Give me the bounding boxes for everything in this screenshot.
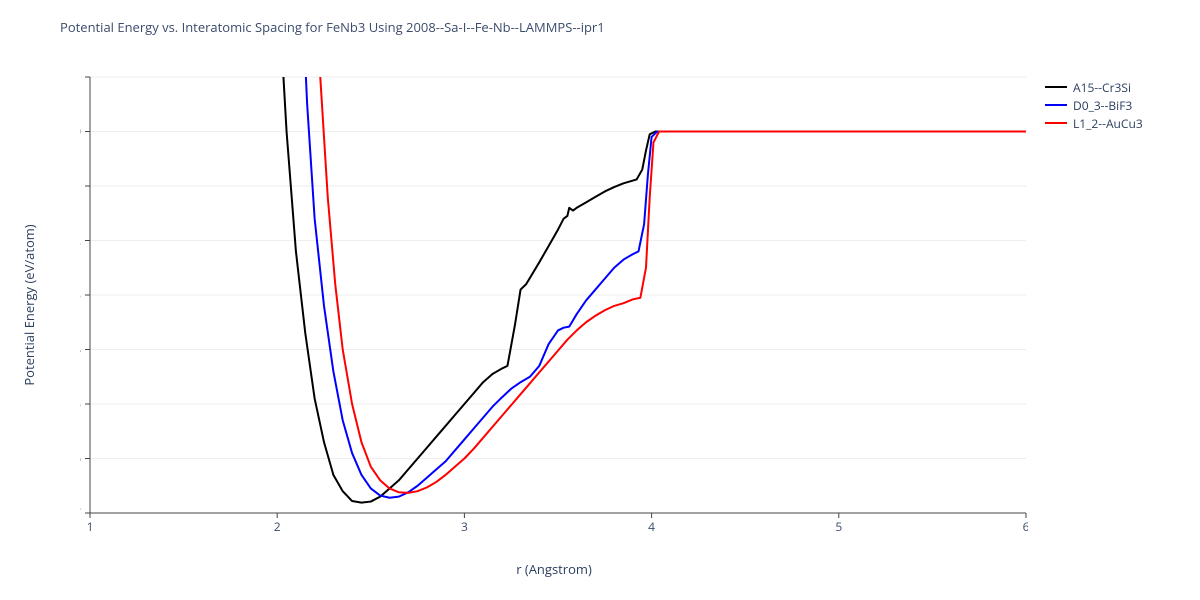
x-tick-label: 3 [461, 518, 468, 535]
legend: A15--Cr3Si D0_3--BiF3 L1_2--AuCu3 [1045, 78, 1143, 132]
series-0[interactable] [268, 75, 1026, 503]
y-tick-label: −1 [80, 177, 81, 194]
chart-root: Potential Energy vs. Interatomic Spacing… [0, 0, 1200, 600]
x-axis-label: r (Angstrom) [80, 560, 1028, 578]
x-tick-label: 4 [648, 518, 655, 535]
y-tick-label: −7 [80, 504, 81, 521]
y-tick-label: −3 [80, 286, 81, 303]
chart-title: Potential Energy vs. Interatomic Spacing… [60, 18, 605, 36]
legend-item-2[interactable]: L1_2--AuCu3 [1045, 114, 1143, 132]
chart-svg[interactable]: 1 2 3 4 5 6 −7 −6 −5 −4 −3 −2 −1 0 1 [80, 75, 1028, 535]
legend-item-1[interactable]: D0_3--BiF3 [1045, 96, 1143, 114]
plot-area: 1 2 3 4 5 6 −7 −6 −5 −4 −3 −2 −1 0 1 [80, 75, 1028, 535]
legend-label-2: L1_2--AuCu3 [1073, 115, 1143, 132]
x-tick-label: 6 [1023, 518, 1028, 535]
x-tick-label: 5 [835, 518, 842, 535]
legend-label-0: A15--Cr3Si [1073, 79, 1131, 96]
y-tick-label: 1 [80, 75, 81, 85]
legend-swatch-0 [1045, 86, 1067, 88]
x-tick-label: 1 [87, 518, 94, 535]
legend-swatch-2 [1045, 122, 1067, 124]
y-tick-label: −2 [80, 232, 81, 249]
y-tick-label: −5 [80, 395, 81, 412]
y-axis-label-container: Potential Energy (eV/atom) [22, 75, 42, 535]
y-tick-label: 0 [80, 123, 81, 140]
series-2[interactable] [305, 75, 1026, 493]
legend-item-0[interactable]: A15--Cr3Si [1045, 78, 1143, 96]
legend-swatch-1 [1045, 104, 1067, 106]
legend-label-1: D0_3--BiF3 [1073, 97, 1132, 114]
series-1[interactable] [292, 75, 1026, 498]
y-tick-label: −4 [80, 341, 81, 358]
y-axis-label: Potential Energy (eV/atom) [22, 224, 38, 385]
y-tick-label: −6 [80, 450, 81, 467]
x-tick-label: 2 [274, 518, 281, 535]
